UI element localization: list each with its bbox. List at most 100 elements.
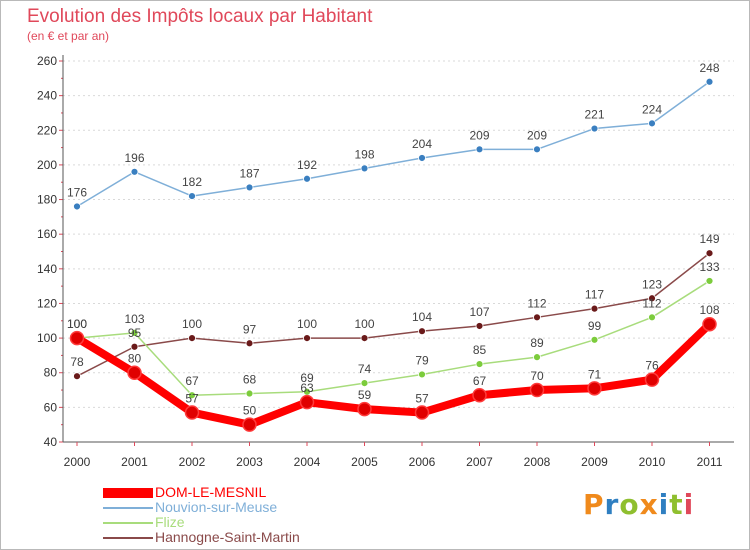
data-point [590,304,599,313]
data-label: 187 [239,166,259,180]
data-point [418,370,426,379]
data-label: 80 [128,352,142,366]
y-tick-label: 180 [37,193,57,207]
data-label: 108 [699,303,719,317]
data-label: 67 [185,374,199,388]
logo-letter: i [683,488,695,521]
data-label: 76 [645,359,659,373]
data-point [360,379,369,388]
data-label: 209 [469,128,489,142]
chart-title: Evolution des Impôts locaux par Habitant [27,6,373,27]
data-point [245,339,254,348]
data-label: 57 [185,392,199,406]
legend-swatch [103,507,153,509]
data-label: 85 [473,343,487,357]
y-tick-label: 200 [37,158,57,172]
y-tick-label: 240 [37,89,57,103]
legend-swatch [103,537,153,539]
data-point [360,164,369,173]
data-label: 78 [70,355,84,369]
data-label: 112 [527,296,546,310]
data-label: 67 [473,374,487,388]
x-tick-label: 2004 [294,455,321,469]
series-line-3 [76,252,711,377]
data-label: 149 [699,232,719,246]
data-label: 123 [642,277,662,291]
logo-letter: P [583,488,605,521]
data-label: 248 [699,61,719,75]
data-point [360,334,369,342]
data-point [127,365,142,380]
data-label: 57 [415,392,429,406]
data-point [245,389,254,398]
proxiti-logo: Proxiti [583,488,694,521]
data-label: 95 [128,326,142,340]
data-point [184,405,200,420]
data-label: 100 [297,317,317,331]
logo-letter: t [669,488,684,521]
y-tick-label: 40 [44,435,58,449]
legend-label: Hannogne-Saint-Martin [155,529,300,545]
data-point [303,174,311,183]
data-label: 70 [530,369,544,383]
data-point [130,328,139,337]
series-line-2 [76,280,711,396]
y-tick-label: 60 [44,400,58,414]
data-label: 196 [124,151,144,165]
data-label: 204 [412,137,432,151]
x-tick-label: 2002 [179,455,206,469]
y-tick-label: 100 [37,331,57,345]
data-point [73,202,81,211]
data-point [648,313,656,322]
data-label: 133 [699,260,719,274]
data-point [475,360,484,368]
data-label: 89 [530,336,544,350]
data-label: 198 [354,147,374,161]
data-label: 59 [358,388,372,402]
data-label: 221 [584,108,604,122]
logo-letter: r [604,488,620,521]
legend-label: DOM-LE-MESNIL [155,484,267,500]
data-point [648,119,656,128]
x-tick-label: 2000 [64,455,91,469]
x-tick-label: 2005 [351,455,378,469]
data-point [533,353,541,362]
data-point [188,334,196,342]
series-line-0 [73,320,714,429]
x-tick-label: 2010 [639,455,666,469]
logo-letter: i [658,488,670,521]
data-point [303,334,311,342]
data-label: 79 [415,353,429,367]
x-tick-label: 2003 [236,455,263,469]
legend-swatch [103,522,153,524]
x-tick-label: 2006 [409,455,436,469]
data-point [418,154,426,162]
data-point [705,277,714,285]
x-tick-label: 2009 [581,455,608,469]
data-label: 107 [469,305,489,319]
data-point [590,335,599,344]
x-tick-label: 2007 [466,455,493,469]
chart-subtitle: (en € et par an) [27,29,110,43]
data-label: 97 [243,322,257,336]
series-line-1 [76,81,711,208]
data-point [475,145,484,154]
data-label: 100 [67,317,87,331]
data-point [357,401,372,417]
data-point [130,342,139,351]
data-point [644,372,660,387]
data-point [705,249,714,258]
data-label: 100 [354,317,374,331]
data-label: 74 [358,362,372,376]
data-point [472,387,487,403]
data-label: 100 [182,317,202,331]
data-point [414,405,430,420]
data-label: 99 [588,319,602,333]
data-point [533,145,541,154]
data-label: 182 [182,175,202,189]
legend-label: Nouvion-sur-Meuse [155,499,278,515]
legend-swatch [103,488,153,498]
data-point [130,167,139,176]
